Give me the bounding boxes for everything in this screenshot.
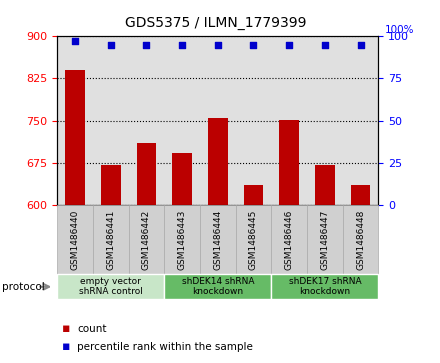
Text: GSM1486440: GSM1486440 (70, 209, 80, 270)
Point (214, 42, 221, 48)
Bar (279, 119, 299, 205)
Point (286, 42, 293, 48)
Text: GSM1486446: GSM1486446 (285, 209, 293, 270)
Text: empty vector
shRNA control: empty vector shRNA control (79, 277, 143, 297)
Point (72, 38, 79, 44)
Text: protocol: protocol (2, 282, 45, 292)
Text: count: count (77, 323, 106, 334)
Bar (65, 70, 85, 205)
Bar (351, 185, 370, 205)
Text: GSM1486441: GSM1486441 (106, 209, 115, 270)
Point (250, 42, 257, 48)
Text: GSM1486447: GSM1486447 (320, 209, 330, 270)
Text: ▪: ▪ (62, 322, 70, 335)
Text: shDEK17 shRNA
knockdown: shDEK17 shRNA knockdown (289, 277, 361, 297)
Bar (244, 185, 263, 205)
Text: shDEK14 shRNA
knockdown: shDEK14 shRNA knockdown (182, 277, 254, 297)
Text: 100%: 100% (385, 25, 414, 34)
Bar (136, 143, 156, 205)
Bar (101, 164, 121, 205)
Text: GSM1486444: GSM1486444 (213, 209, 222, 270)
Text: GSM1486445: GSM1486445 (249, 209, 258, 270)
Bar (208, 118, 227, 205)
Bar (172, 153, 192, 205)
Text: ▪: ▪ (62, 340, 70, 353)
Text: GSM1486448: GSM1486448 (356, 209, 365, 270)
Text: GDS5375 / ILMN_1779399: GDS5375 / ILMN_1779399 (125, 16, 306, 30)
Point (357, 42, 364, 48)
Text: GSM1486442: GSM1486442 (142, 209, 151, 270)
Point (143, 42, 150, 48)
Point (107, 42, 114, 48)
Point (321, 42, 328, 48)
Point (179, 42, 186, 48)
Text: percentile rank within the sample: percentile rank within the sample (77, 342, 253, 352)
Bar (315, 164, 335, 205)
Text: GSM1486443: GSM1486443 (178, 209, 187, 270)
